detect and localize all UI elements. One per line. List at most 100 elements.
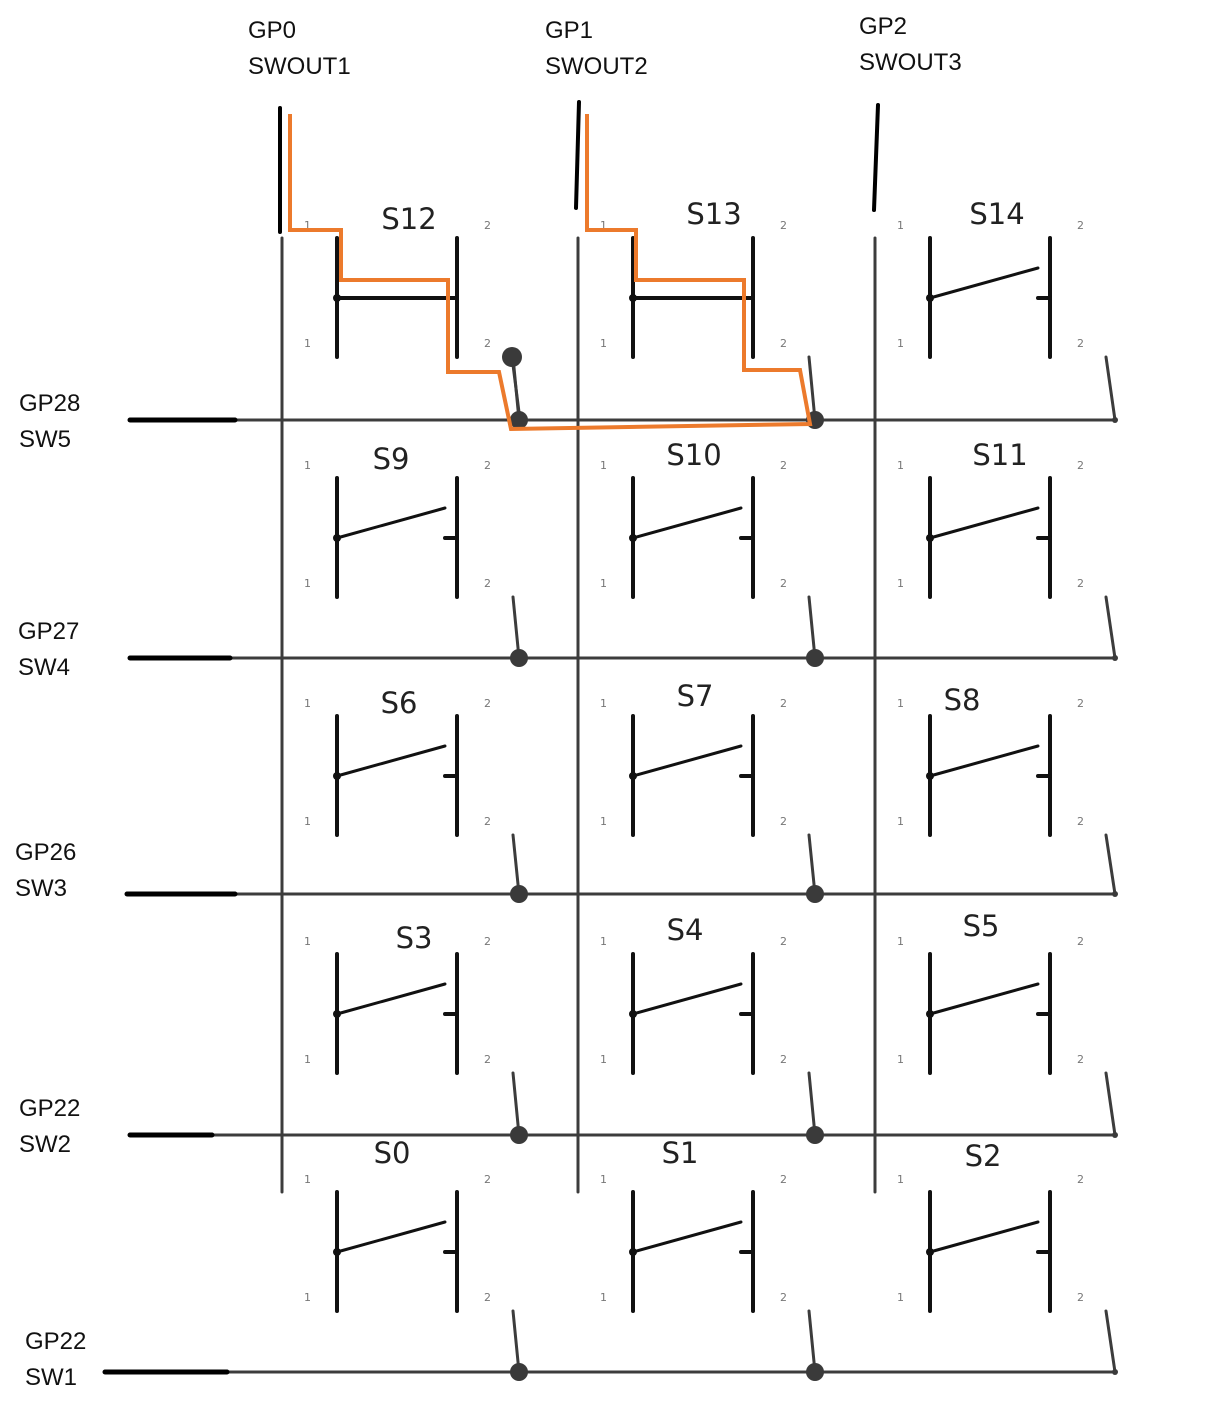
switch-s14-pin-label-1b: 1 [897,337,904,350]
switch-s13-lead [807,355,817,422]
switch-s3-lever [335,982,447,1016]
junction-dot-small [1112,1132,1118,1138]
switch-s8-pin-label-2a: 2 [1077,697,1084,710]
highlighted-current-path [288,114,813,432]
switch-s5-lever [928,982,1040,1016]
row-label-1: GP28 SW5 [19,386,80,458]
switch-label-s9: S9 [372,442,410,476]
column-stub-2 [574,100,581,210]
switch-s6-pin-label-2a: 2 [484,697,491,710]
switch-s2-pin-label-2a: 2 [1077,1173,1084,1186]
switch-s9-lever [335,506,447,540]
column-label-1: GP0 SWOUT1 [248,13,351,85]
switch-s9: 1 1 2 2 [280,459,515,599]
switch-s2-lever [928,1220,1040,1254]
row-4-signal: SW2 [19,1131,72,1158]
switch-s3-pin-label-1a: 1 [304,935,311,948]
switch-s12-pin-label-2a: 2 [484,219,491,232]
switch-s3-pin-label-1b: 1 [304,1053,311,1066]
switch-s3-pin-label-2a: 2 [484,935,491,948]
switch-s11-pin-label-2b: 2 [1077,577,1084,590]
junction-dot-small [1112,1369,1118,1375]
switch-s1-pin-label-2a: 2 [780,1173,787,1186]
switch-s5-pin-label-1a: 1 [897,935,904,948]
switch-s5-pin-label-2a: 2 [1077,935,1084,948]
switch-s0-pin-label-1b: 1 [304,1291,311,1304]
junction-dot [806,1363,824,1381]
switch-s6-lever [335,744,447,778]
switch-s7-pin-label-1a: 1 [600,697,607,710]
switch-s0-pin-label-2b: 2 [484,1291,491,1304]
switch-s6: 1 1 2 2 [280,697,515,837]
switch-s2-pin-label-1b: 1 [897,1291,904,1304]
column-label-2: GP1 SWOUT2 [545,13,648,85]
row-2-gpio: GP27 [18,618,80,645]
switch-s1-pin-label-2b: 2 [780,1291,787,1304]
switch-s10-pin-label-2b: 2 [780,577,787,590]
switch-label-s3: S3 [395,921,433,955]
switch-s8-pin-label-1a: 1 [897,697,904,710]
switch-label-s0: S0 [373,1136,411,1170]
switch-label-s11: S11 [972,438,1028,472]
row-5-gpio: GP22 [25,1328,87,1355]
switch-s2-pin-label-2b: 2 [1077,1291,1084,1304]
switch-s0-pin-label-2a: 2 [484,1173,491,1186]
switch-s11-pin-label-2a: 2 [1077,459,1084,472]
switch-s13: 1 1 2 2 [576,219,811,359]
column-3-gpio: GP2 [859,13,908,40]
switch-s1-pin-label-1a: 1 [600,1173,607,1186]
junction-dot-s12-node [502,347,522,367]
switch-s13-pin-label-1b: 1 [600,337,607,350]
junction-dot [806,1126,824,1144]
switch-s5-lead [1104,1071,1117,1137]
row-3-signal: SW3 [15,875,68,902]
switch-s12-pin-label-1a: 1 [304,219,311,232]
switch-s8-lead [1104,833,1117,896]
switch-s13-pin-label-1a: 1 [600,219,607,232]
switch-s14-lever [928,266,1040,300]
switch-s4: 1 1 2 2 [576,935,811,1075]
junction-dot [510,411,528,429]
switch-s9-pin-label-2b: 2 [484,577,491,590]
switch-s14: 1 1 2 2 [873,219,1108,359]
switch-s2-pin-label-1a: 1 [897,1173,904,1186]
switch-s6-lead [511,833,521,896]
switch-label-s10: S10 [666,438,722,472]
switch-s11-pin-label-1a: 1 [897,459,904,472]
switch-s3-pin-label-2b: 2 [484,1053,491,1066]
switch-s0-pin-label-1a: 1 [304,1173,311,1186]
switch-s4-pin-label-2a: 2 [780,935,787,948]
switch-s13-pin-label-2b: 2 [780,337,787,350]
switch-s10-pin-label-2a: 2 [780,459,787,472]
switch-s8-pin-label-1b: 1 [897,815,904,828]
junction-dot [806,649,824,667]
switch-s5-pin-label-1b: 1 [897,1053,904,1066]
row-label-5: GP22 SW1 [25,1324,86,1396]
switch-s8: 1 1 2 2 [873,697,1108,837]
switch-s10-lever [631,506,743,540]
switch-s7-lead [807,833,817,896]
switch-s14-lead [1104,355,1117,422]
column-stub-3 [872,103,880,212]
switch-label-s13: S13 [686,197,742,231]
switch-s7-pin-label-1b: 1 [600,815,607,828]
row-2-signal: SW4 [18,654,71,681]
switch-s0-lead [511,1309,521,1374]
row-5-signal: SW1 [25,1364,78,1391]
switch-s1-pin-label-1b: 1 [600,1291,607,1304]
switch-s11-pin-label-1b: 1 [897,577,904,590]
switch-s5-pin-label-2b: 2 [1077,1053,1084,1066]
column-3-signal: SWOUT3 [859,49,962,76]
column-2-gpio: GP1 [545,17,594,44]
switch-label-s14: S14 [969,197,1025,231]
switch-s0-lever [335,1220,447,1254]
switch-s4-pin-label-2b: 2 [780,1053,787,1066]
row-label-4: GP22 SW2 [19,1091,80,1163]
switch-s12-pin-label-2b: 2 [484,337,491,350]
row-label-3: GP26 SW3 [15,835,76,907]
row-1-signal: SW5 [19,426,72,453]
switch-s0: 1 1 2 2 [280,1173,515,1313]
switch-s10-pin-label-1a: 1 [600,459,607,472]
switch-s4-lever [631,982,743,1016]
